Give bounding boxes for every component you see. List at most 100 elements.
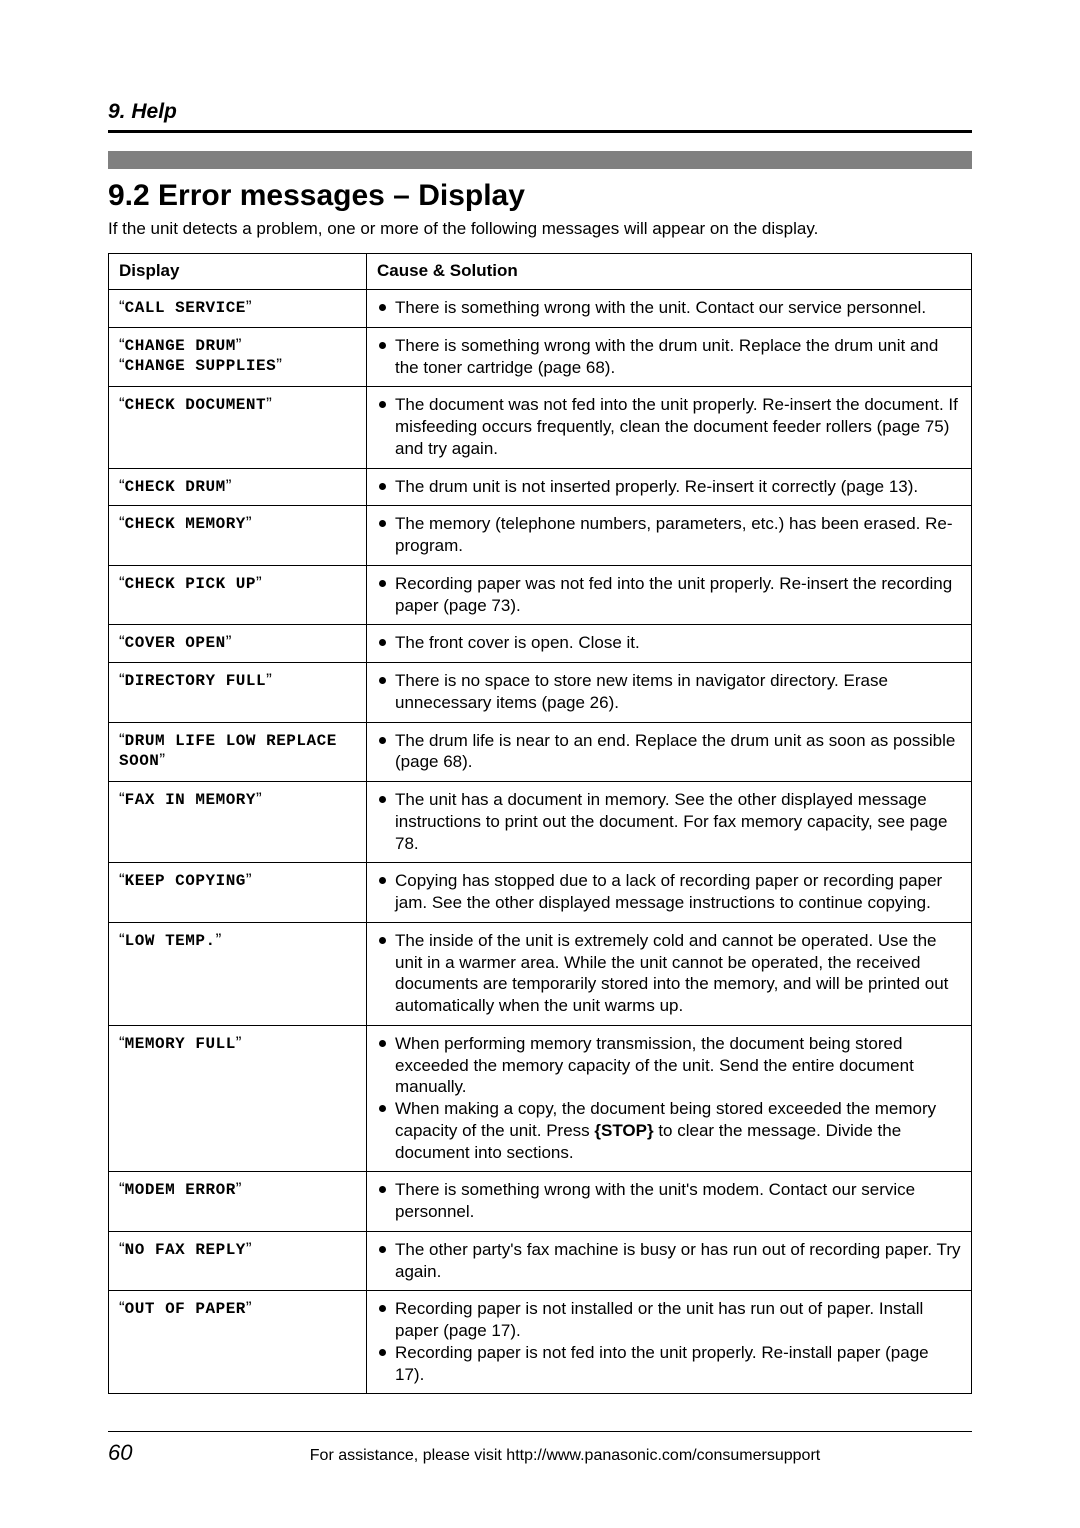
solution-cell: The document was not fed into the unit p… [367, 387, 972, 468]
display-code: COVER OPEN [125, 634, 226, 652]
display-code: CALL SERVICE [125, 299, 246, 317]
table-row: “CHECK DRUM”The drum unit is not inserte… [109, 468, 972, 506]
solution-item: The drum life is near to an end. Replace… [377, 730, 961, 774]
solution-list: Copying has stopped due to a lack of rec… [377, 870, 961, 914]
display-cell: “CALL SERVICE” [109, 290, 367, 328]
table-row: “CALL SERVICE” There is something wrong w… [109, 290, 972, 328]
table-row: “CHANGE DRUM”“CHANGE SUPPLIES”There is s… [109, 327, 972, 387]
table-row: “DRUM LIFE LOW REPLACE SOON”The drum lif… [109, 722, 972, 782]
solution-list: The unit has a document in memory. See t… [377, 789, 961, 854]
table-row: “NO FAX REPLY”The other party's fax mach… [109, 1231, 972, 1291]
solution-cell: The other party's fax machine is busy or… [367, 1231, 972, 1291]
display-cell: “DIRECTORY FULL” [109, 663, 367, 723]
display-cell: “CHANGE DRUM”“CHANGE SUPPLIES” [109, 327, 367, 387]
display-cell: “CHECK PICK UP” [109, 565, 367, 625]
display-cell: “MODEM ERROR” [109, 1172, 367, 1232]
solution-cell: Copying has stopped due to a lack of rec… [367, 863, 972, 923]
display-code: CHECK PICK UP [125, 575, 256, 593]
solution-item: The unit has a document in memory. See t… [377, 789, 961, 854]
display-code: CHANGE DRUM [125, 337, 236, 355]
solution-list: Recording paper is not installed or the … [377, 1298, 961, 1385]
solution-item: There is something wrong with the unit. … [377, 297, 961, 319]
table-row: “FAX IN MEMORY”The unit has a document i… [109, 782, 972, 863]
solution-item: The front cover is open. Close it. [377, 632, 961, 654]
table-row: “MEMORY FULL”When performing memory tran… [109, 1025, 972, 1172]
solution-item: Copying has stopped due to a lack of rec… [377, 870, 961, 914]
table-row: “CHECK PICK UP”Recording paper was not f… [109, 565, 972, 625]
display-cell: “LOW TEMP.” [109, 922, 367, 1025]
display-code: CHANGE SUPPLIES [125, 357, 277, 375]
table-row: “MODEM ERROR”There is something wrong wi… [109, 1172, 972, 1232]
page-footer: 60 For assistance, please visit http://w… [108, 1431, 972, 1466]
solution-list: There is something wrong with the unit. … [377, 297, 961, 319]
solution-cell: The memory (telephone numbers, parameter… [367, 506, 972, 566]
solution-item: The memory (telephone numbers, parameter… [377, 513, 961, 557]
solution-cell: There is something wrong with the unit. … [367, 290, 972, 328]
section-intro: If the unit detects a problem, one or mo… [108, 219, 972, 239]
solution-item: The document was not fed into the unit p… [377, 394, 961, 459]
display-code: LOW TEMP. [125, 932, 216, 950]
solution-item: Recording paper is not fed into the unit… [377, 1342, 961, 1386]
solution-item: When performing memory transmission, the… [377, 1033, 961, 1098]
display-code: OUT OF PAPER [125, 1300, 246, 1318]
display-cell: “CHECK MEMORY” [109, 506, 367, 566]
footer-assist-text: For assistance, please visit http://www.… [158, 1447, 972, 1465]
solution-item: Recording paper was not fed into the uni… [377, 573, 961, 617]
solution-list: The document was not fed into the unit p… [377, 394, 961, 459]
solution-item: There is something wrong with the unit's… [377, 1179, 961, 1223]
table-row: “KEEP COPYING”Copying has stopped due to… [109, 863, 972, 923]
solution-list: There is something wrong with the unit's… [377, 1179, 961, 1223]
solution-item: Recording paper is not installed or the … [377, 1298, 961, 1342]
display-code: CHECK DOCUMENT [125, 396, 266, 414]
section-title: 9.2 Error messages – Display [108, 179, 972, 213]
table-row: “CHECK MEMORY”The memory (telephone numb… [109, 506, 972, 566]
solution-item: The other party's fax machine is busy or… [377, 1239, 961, 1283]
solution-cell: There is something wrong with the unit's… [367, 1172, 972, 1232]
solution-cell: The drum unit is not inserted properly. … [367, 468, 972, 506]
error-messages-table: Display Cause & Solution “CALL SERVICE” T… [108, 253, 972, 1394]
display-cell: “CHECK DOCUMENT” [109, 387, 367, 468]
col-header-cause: Cause & Solution [367, 254, 972, 290]
solution-item: The inside of the unit is extremely cold… [377, 930, 961, 1017]
display-code: DIRECTORY FULL [125, 672, 266, 690]
solution-list: There is no space to store new items in … [377, 670, 961, 714]
table-header-row: Display Cause & Solution [109, 254, 972, 290]
solution-list: The inside of the unit is extremely cold… [377, 930, 961, 1017]
display-cell: “KEEP COPYING” [109, 863, 367, 923]
solution-list: When performing memory transmission, the… [377, 1033, 961, 1164]
solution-cell: The drum life is near to an end. Replace… [367, 722, 972, 782]
display-code: NO FAX REPLY [125, 1241, 246, 1259]
table-row: “LOW TEMP.”The inside of the unit is ext… [109, 922, 972, 1025]
solution-cell: Recording paper is not installed or the … [367, 1291, 972, 1394]
col-header-display: Display [109, 254, 367, 290]
section-divider-bar [108, 151, 972, 169]
solution-list: Recording paper was not fed into the uni… [377, 573, 961, 617]
display-code: FAX IN MEMORY [125, 791, 256, 809]
solution-list: The drum life is near to an end. Replace… [377, 730, 961, 774]
table-row: “DIRECTORY FULL”There is no space to sto… [109, 663, 972, 723]
display-cell: “NO FAX REPLY” [109, 1231, 367, 1291]
display-cell: “FAX IN MEMORY” [109, 782, 367, 863]
table-row: “OUT OF PAPER”Recording paper is not ins… [109, 1291, 972, 1394]
solution-cell: Recording paper was not fed into the uni… [367, 565, 972, 625]
solution-list: There is something wrong with the drum u… [377, 335, 961, 379]
solution-list: The memory (telephone numbers, parameter… [377, 513, 961, 557]
display-code: KEEP COPYING [125, 872, 246, 890]
display-cell: “MEMORY FULL” [109, 1025, 367, 1172]
table-row: “CHECK DOCUMENT”The document was not fed… [109, 387, 972, 468]
solution-cell: There is something wrong with the drum u… [367, 327, 972, 387]
display-cell: “OUT OF PAPER” [109, 1291, 367, 1394]
display-code: MODEM ERROR [125, 1181, 236, 1199]
solution-item: There is no space to store new items in … [377, 670, 961, 714]
display-cell: “COVER OPEN” [109, 625, 367, 663]
display-cell: “CHECK DRUM” [109, 468, 367, 506]
solution-item: When making a copy, the document being s… [377, 1098, 961, 1163]
solution-cell: The front cover is open. Close it. [367, 625, 972, 663]
display-code: DRUM LIFE LOW REPLACE SOON [119, 732, 337, 770]
solution-cell: The inside of the unit is extremely cold… [367, 922, 972, 1025]
stop-key-label: {STOP} [594, 1121, 653, 1140]
display-cell: “DRUM LIFE LOW REPLACE SOON” [109, 722, 367, 782]
display-code: CHECK MEMORY [125, 515, 246, 533]
table-row: “COVER OPEN” The front cover is open. Clo… [109, 625, 972, 663]
display-code: CHECK DRUM [125, 478, 226, 496]
